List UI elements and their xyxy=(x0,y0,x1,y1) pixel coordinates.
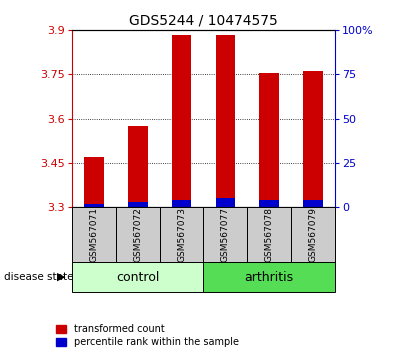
Bar xyxy=(203,262,335,292)
Text: GSM567071: GSM567071 xyxy=(89,207,98,262)
Bar xyxy=(172,200,192,207)
Text: GSM567078: GSM567078 xyxy=(265,207,274,262)
Text: control: control xyxy=(116,270,159,284)
Title: GDS5244 / 10474575: GDS5244 / 10474575 xyxy=(129,13,278,28)
Bar xyxy=(72,262,203,292)
Bar xyxy=(172,35,192,207)
Bar xyxy=(159,207,203,262)
Bar xyxy=(303,200,323,207)
Text: arthritis: arthritis xyxy=(245,270,294,284)
Bar xyxy=(303,72,323,207)
Bar xyxy=(84,204,104,207)
Bar xyxy=(259,200,279,207)
Text: GSM567073: GSM567073 xyxy=(177,207,186,262)
Bar xyxy=(116,207,159,262)
Bar xyxy=(291,207,335,262)
Bar xyxy=(215,35,235,207)
Bar xyxy=(203,207,247,262)
Bar xyxy=(72,207,116,262)
Bar xyxy=(128,126,148,207)
Bar xyxy=(259,73,279,207)
Text: GSM567072: GSM567072 xyxy=(133,207,142,262)
Bar xyxy=(247,207,291,262)
Legend: transformed count, percentile rank within the sample: transformed count, percentile rank withi… xyxy=(54,322,240,349)
Bar xyxy=(215,198,235,207)
Text: disease state: disease state xyxy=(4,272,74,282)
Text: GSM567077: GSM567077 xyxy=(221,207,230,262)
Text: ▶: ▶ xyxy=(58,272,66,282)
Bar xyxy=(84,157,104,207)
Bar xyxy=(128,202,148,207)
Text: GSM567079: GSM567079 xyxy=(309,207,318,262)
